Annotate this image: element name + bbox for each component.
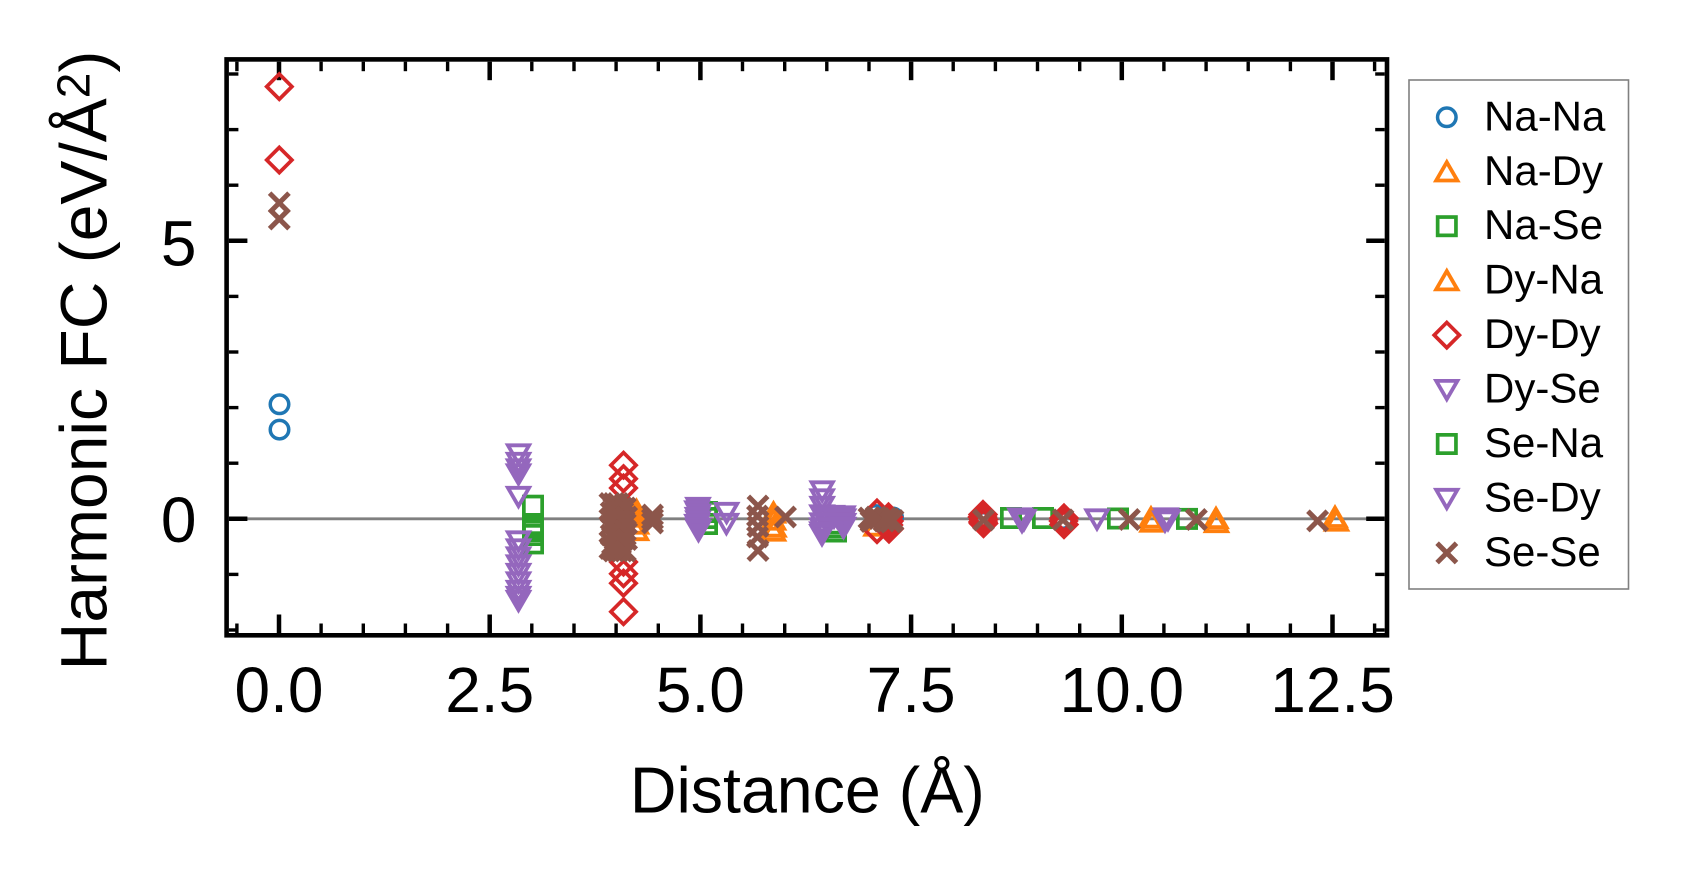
svg-text:Harmonic FC (eV/Å2): Harmonic FC (eV/Å2) (46, 51, 120, 671)
svg-text:0.0: 0.0 (235, 654, 324, 726)
svg-text:Dy-Se: Dy-Se (1484, 365, 1601, 412)
svg-text:Se-Se: Se-Se (1484, 528, 1601, 575)
svg-text:Na-Na: Na-Na (1484, 92, 1606, 139)
svg-text:Se-Na: Se-Na (1484, 419, 1604, 466)
svg-text:5: 5 (161, 208, 197, 280)
svg-text:Dy-Dy: Dy-Dy (1484, 310, 1601, 357)
svg-text:Dy-Na: Dy-Na (1484, 256, 1604, 303)
svg-text:Na-Se: Na-Se (1484, 201, 1603, 248)
svg-text:Se-Dy: Se-Dy (1484, 474, 1601, 521)
svg-text:Na-Dy: Na-Dy (1484, 147, 1603, 194)
svg-text:12.5: 12.5 (1270, 654, 1395, 726)
svg-text:2.5: 2.5 (445, 654, 534, 726)
svg-text:0: 0 (161, 484, 197, 556)
svg-text:5.0: 5.0 (656, 654, 745, 726)
svg-text:7.5: 7.5 (867, 654, 956, 726)
svg-text:10.0: 10.0 (1060, 654, 1185, 726)
svg-text:Distance (Å): Distance (Å) (630, 755, 985, 827)
